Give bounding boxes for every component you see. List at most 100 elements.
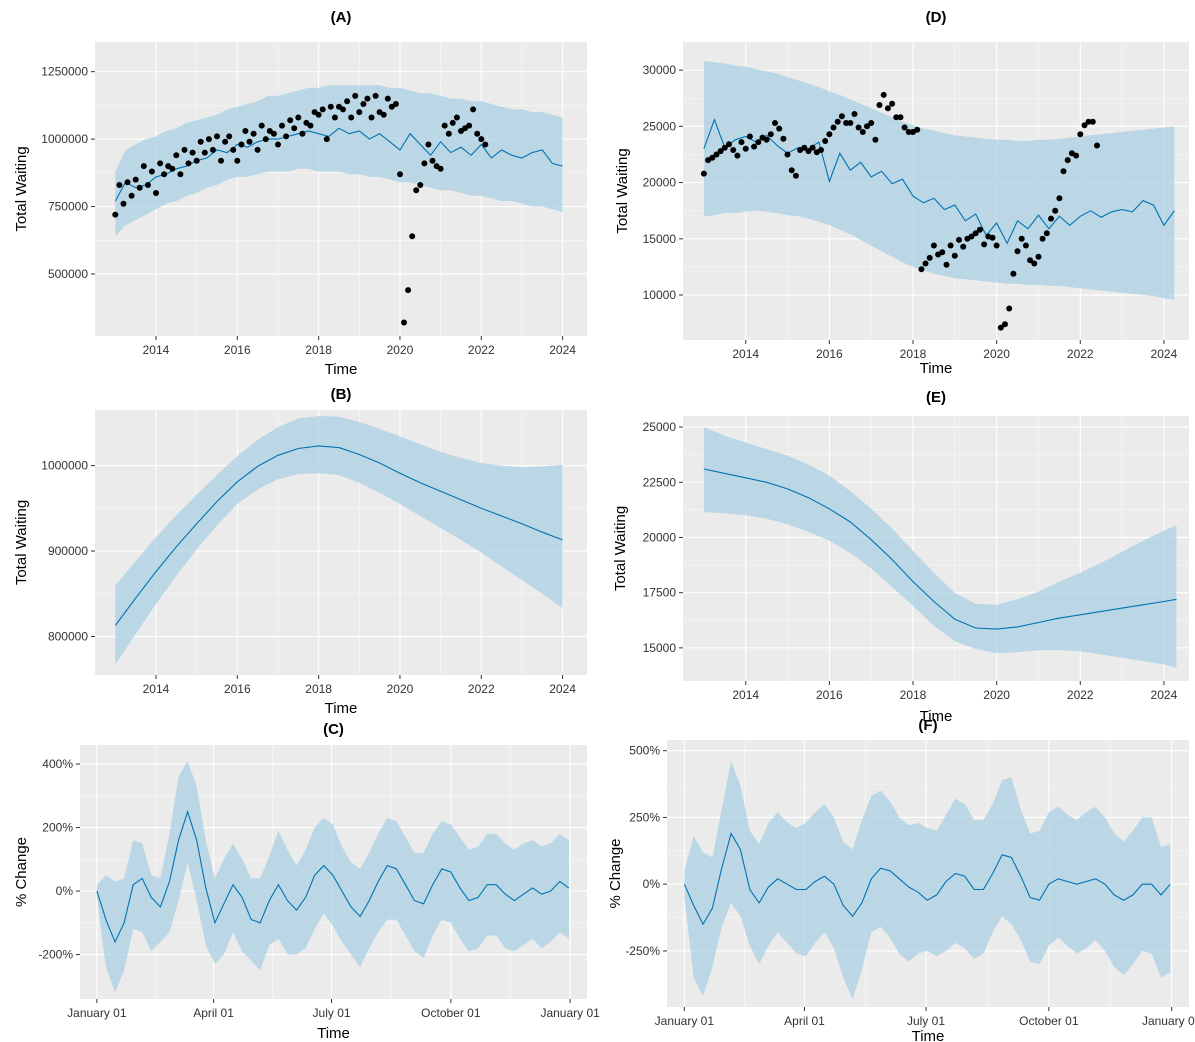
data-point bbox=[360, 101, 367, 107]
data-point bbox=[922, 260, 929, 267]
data-layer bbox=[96, 760, 570, 993]
data-point bbox=[792, 172, 799, 179]
fit-line bbox=[703, 468, 1177, 630]
data-point bbox=[1039, 235, 1046, 242]
data-point bbox=[1052, 207, 1059, 214]
x-tick-label: 2018 bbox=[305, 682, 332, 696]
data-point bbox=[344, 98, 351, 105]
data-point bbox=[230, 146, 237, 153]
data-point bbox=[930, 242, 937, 249]
data-point bbox=[401, 319, 407, 326]
data-point bbox=[851, 111, 858, 117]
data-point bbox=[148, 168, 155, 175]
data-point bbox=[738, 139, 745, 146]
x-tick-label: July 01 bbox=[907, 1014, 945, 1028]
y-tick-label: 10000 bbox=[643, 288, 677, 302]
data-point bbox=[340, 106, 346, 113]
x-tick-label: 2018 bbox=[900, 688, 927, 702]
x-axis-title: Time bbox=[920, 708, 953, 725]
data-point bbox=[352, 92, 359, 99]
data-point bbox=[776, 125, 783, 132]
data-point bbox=[299, 130, 306, 137]
y-tick-label: 500% bbox=[629, 744, 660, 758]
data-point bbox=[767, 131, 774, 138]
data-point bbox=[947, 242, 954, 249]
x-tick-label: 2016 bbox=[224, 682, 251, 696]
x-tick-label: 2020 bbox=[983, 347, 1010, 361]
x-tick-label: 2018 bbox=[305, 343, 332, 357]
data-point bbox=[319, 106, 326, 113]
panel-a: 2014 2016 2018 2020 2022 2024 500000 750000 1000… bbox=[13, 9, 587, 378]
y-tick-label: 25000 bbox=[643, 119, 677, 133]
data-point bbox=[880, 91, 887, 98]
panel-b: 2014 2016 2018 2020 2022 2024 800000 900000 1000… bbox=[13, 386, 587, 717]
data-point bbox=[864, 123, 870, 130]
x-axis-title: Time bbox=[920, 360, 953, 377]
data-point bbox=[409, 233, 416, 240]
data-point bbox=[843, 120, 850, 126]
data-point bbox=[144, 182, 151, 188]
y-axis-title: % Change bbox=[607, 838, 624, 908]
y-tick-label: -200% bbox=[38, 948, 73, 962]
data-point bbox=[1081, 122, 1088, 129]
x-tick-label: 2020 bbox=[387, 682, 414, 696]
data-point bbox=[721, 144, 728, 151]
data-point bbox=[287, 117, 294, 124]
data-point bbox=[189, 149, 196, 156]
data-point bbox=[1022, 242, 1029, 249]
data-point bbox=[1002, 321, 1008, 328]
x-tick-label: 2022 bbox=[1067, 688, 1094, 702]
data-point bbox=[926, 254, 933, 261]
data-point bbox=[893, 114, 900, 121]
data-point bbox=[128, 192, 135, 199]
data-point bbox=[746, 133, 753, 140]
panel-title: (E) bbox=[926, 389, 946, 406]
data-point bbox=[214, 133, 220, 140]
data-point bbox=[140, 163, 147, 170]
data-point bbox=[153, 190, 159, 196]
data-point bbox=[989, 234, 996, 241]
data-point bbox=[826, 131, 833, 138]
x-tick-label: January 01 bbox=[540, 1006, 600, 1020]
data-point bbox=[1014, 248, 1021, 255]
data-point bbox=[960, 243, 967, 250]
data-point bbox=[258, 122, 265, 129]
y-tick-label: 200% bbox=[42, 821, 73, 835]
data-point bbox=[700, 170, 707, 177]
x-tick-label: 2024 bbox=[1151, 347, 1178, 361]
panel-d: 2014 2016 2018 2020 2022 2024 10000 15000 20000 2… bbox=[614, 9, 1189, 377]
x-axis-title: Time bbox=[325, 700, 358, 717]
data-point bbox=[1048, 215, 1054, 222]
uncertainty-band bbox=[684, 761, 1171, 999]
data-point bbox=[437, 165, 444, 172]
data-point bbox=[868, 120, 875, 126]
data-point bbox=[901, 124, 908, 131]
data-point bbox=[1035, 253, 1042, 260]
x-tick-label: July 01 bbox=[313, 1006, 351, 1020]
data-point bbox=[331, 114, 338, 121]
data-point bbox=[372, 92, 379, 99]
data-point bbox=[889, 100, 896, 107]
data-point bbox=[1085, 118, 1092, 125]
fit-line bbox=[703, 117, 1175, 245]
x-tick-label: 2022 bbox=[468, 682, 495, 696]
data-point bbox=[209, 146, 216, 153]
x-axis-title: Time bbox=[325, 361, 358, 378]
data-point bbox=[169, 165, 176, 172]
data-point bbox=[161, 171, 168, 178]
data-point bbox=[413, 187, 420, 194]
data-point bbox=[307, 122, 314, 129]
data-point bbox=[421, 160, 428, 167]
panel-title: (D) bbox=[926, 9, 947, 26]
data-point bbox=[470, 106, 477, 113]
panel-f: January 01 April 01 July 01 October 01 Janua… bbox=[607, 717, 1195, 1042]
data-point bbox=[997, 324, 1004, 331]
data-point bbox=[859, 129, 866, 135]
data-point bbox=[238, 141, 245, 148]
data-point bbox=[972, 230, 979, 237]
y-tick-label: 1000000 bbox=[41, 459, 88, 473]
y-tick-label: 15000 bbox=[643, 641, 677, 655]
x-tick-label: 2014 bbox=[732, 688, 759, 702]
x-tick-label: 2020 bbox=[387, 343, 414, 357]
